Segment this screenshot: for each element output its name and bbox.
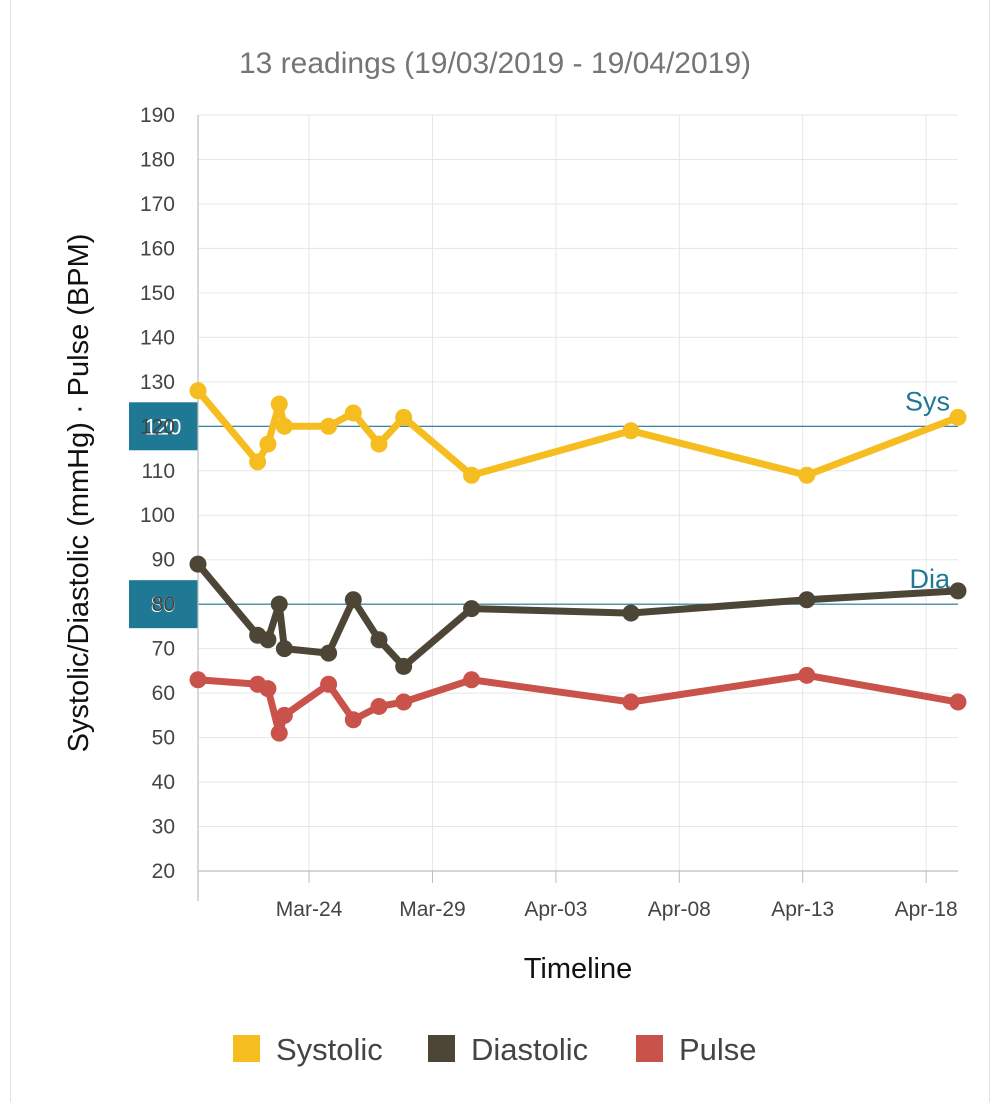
y-tick-label: 70 [152,638,175,661]
systolic-point [949,408,967,426]
y-tick-label: 90 [152,549,175,572]
systolic-point [344,404,362,422]
x-tick-label: Apr-18 [895,898,958,921]
y-tick-label: 50 [152,727,175,750]
series-pulse [189,666,967,742]
systolic-line [194,387,962,479]
legend-label-systolic: Systolic [276,1032,383,1067]
pulse-point [949,693,967,711]
y-tick-label: 150 [140,282,175,305]
x-tick-label: Apr-03 [524,898,587,921]
chart-title: 13 readings (19/03/2019 - 19/04/2019) [239,47,751,80]
pulse-point [622,693,640,711]
series-systolic [189,382,967,484]
reference-tag-sys: Sys [905,386,950,416]
y-tick-label: 20 [152,860,175,883]
legend-label-diastolic: Diastolic [471,1032,588,1067]
reference-value-label: 120 [145,414,182,439]
y-tick-label: 190 [140,104,175,127]
y-tick-label: 180 [140,148,175,171]
chart-card [10,0,990,1102]
legend-swatch-diastolic [428,1035,455,1062]
systolic-point [275,417,293,435]
pulse-point [275,706,293,724]
pulse-point [463,671,481,689]
systolic-point [370,435,388,453]
y-tick-label: 160 [140,237,175,260]
systolic-point [395,408,413,426]
systolic-point [259,435,277,453]
systolic-point [270,395,288,413]
y-tick-label: 40 [152,771,175,794]
reference-value-label: 80 [151,592,175,617]
x-tick-label: Apr-08 [648,898,711,921]
systolic-point [189,382,207,400]
reference-label-box [129,402,198,451]
diastolic-point [275,640,293,658]
axes: 20 30 40 50 60 70 80 90 100 110 120 130 140 150 160 170… [140,104,958,921]
y-tick-label: 110 [142,460,175,483]
diastolic-point [463,600,481,618]
pulse-point [270,724,288,742]
diastolic-point [949,582,967,600]
pulse-point [370,697,388,715]
pulse-point [189,671,207,689]
series-diastolic [189,555,967,675]
y-axis-title: Systolic/Diastolic (mmHg) · Pulse (BPM) [63,234,95,753]
diastolic-point [259,631,277,649]
systolic-point [622,422,640,440]
y-tick-label: 170 [140,193,175,216]
systolic-point [463,466,481,484]
x-tick-label: Mar-24 [276,898,343,921]
pulse-point [259,680,277,698]
y-tick-label: 80 [152,593,175,616]
systolic-point [249,453,267,471]
pulse-point [344,711,362,729]
pulse-point [320,675,338,693]
y-tick-label: 30 [152,816,175,839]
diastolic-point [320,644,338,662]
x-tick-label: Apr-13 [771,898,834,921]
diastolic-point [395,657,413,675]
diastolic-point [622,604,640,622]
reference-label-box [129,580,198,629]
systolic-point [798,466,816,484]
y-tick-label: 130 [140,371,175,394]
diastolic-point [370,631,388,649]
diastolic-point [270,595,288,613]
legend: Systolic Diastolic Pulse [233,1032,757,1067]
x-tick-label: Mar-29 [399,898,466,921]
y-tick-label: 120 [140,415,175,438]
pulse-point [395,693,413,711]
grid [198,114,958,872]
systolic-point [320,417,338,435]
y-tick-label: 60 [152,682,175,705]
series-layer [189,382,967,742]
y-tick-label: 100 [140,504,175,527]
diastolic-point [798,591,816,609]
diastolic-point [344,591,362,609]
y-tick-label: 140 [140,326,175,349]
pulse-line [194,671,962,737]
diastolic-point [189,555,207,573]
legend-swatch-systolic [233,1035,260,1062]
legend-label-pulse: Pulse [679,1032,757,1067]
legend-swatch-pulse [636,1035,663,1062]
x-axis-title: Timeline [524,953,633,985]
pulse-point [798,666,816,684]
diastolic-line [194,560,962,670]
